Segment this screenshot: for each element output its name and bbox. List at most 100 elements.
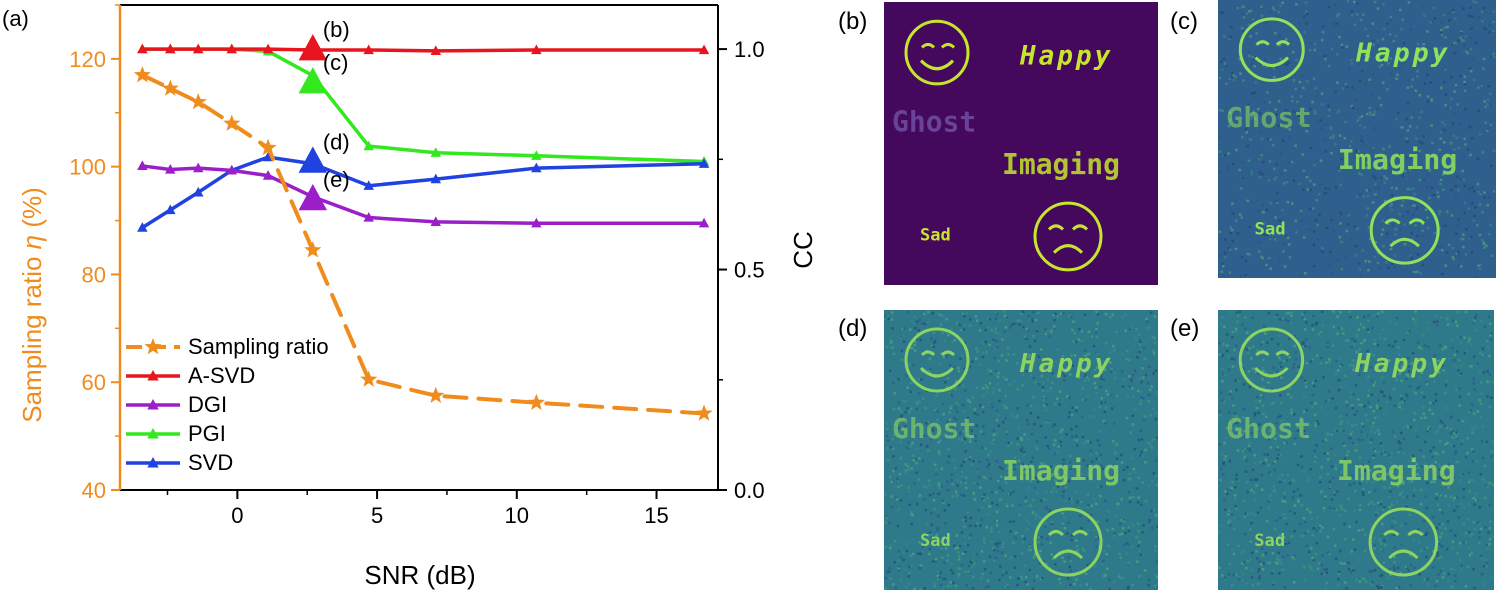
noise-pixel bbox=[994, 327, 997, 330]
noise-pixel bbox=[1444, 527, 1447, 530]
noise-pixel bbox=[1308, 48, 1312, 52]
noise-pixel bbox=[1116, 502, 1119, 506]
noise-pixel bbox=[957, 555, 961, 558]
noise-pixel bbox=[1129, 478, 1132, 481]
noise-pixel bbox=[1479, 472, 1483, 476]
noise-pixel bbox=[1489, 455, 1493, 458]
noise-pixel bbox=[1383, 337, 1386, 341]
noise-pixel bbox=[932, 499, 936, 502]
noise-pixel bbox=[1246, 199, 1249, 203]
noise-pixel bbox=[1360, 474, 1364, 478]
noise-pixel bbox=[1327, 399, 1331, 402]
noise-pixel bbox=[1299, 209, 1303, 213]
noise-pixel bbox=[1083, 368, 1087, 371]
noise-pixel bbox=[1393, 404, 1397, 407]
noise-pixel bbox=[1268, 10, 1272, 14]
noise-pixel bbox=[1286, 474, 1290, 477]
noise-pixel bbox=[1358, 580, 1362, 583]
noise-pixel bbox=[1325, 226, 1329, 230]
noise-pixel bbox=[973, 412, 977, 415]
noise-pixel bbox=[1288, 337, 1291, 341]
noise-pixel bbox=[1325, 581, 1328, 585]
noise-pixel bbox=[1046, 389, 1049, 393]
noise-pixel bbox=[1480, 84, 1484, 88]
noise-pixel bbox=[1462, 522, 1465, 525]
noise-pixel bbox=[1005, 430, 1009, 434]
noise-pixel bbox=[1456, 175, 1459, 178]
noise-pixel bbox=[1049, 541, 1052, 545]
noise-pixel bbox=[1154, 411, 1157, 414]
noise-pixel bbox=[1441, 450, 1445, 454]
noise-pixel bbox=[1046, 507, 1049, 510]
noise-pixel bbox=[963, 438, 966, 441]
noise-pixel bbox=[1240, 255, 1244, 259]
noise-pixel bbox=[1422, 463, 1425, 466]
noise-pixel bbox=[1489, 520, 1492, 523]
noise-pixel bbox=[962, 518, 965, 522]
noise-pixel bbox=[1034, 318, 1038, 322]
noise-pixel bbox=[885, 570, 889, 573]
noise-pixel bbox=[1314, 552, 1318, 556]
noise-pixel bbox=[1422, 5, 1425, 9]
noise-pixel bbox=[1287, 61, 1290, 65]
noise-pixel bbox=[1058, 577, 1061, 581]
noise-pixel bbox=[1286, 554, 1289, 557]
noise-pixel bbox=[1218, 410, 1222, 413]
noise-pixel bbox=[1453, 112, 1456, 116]
noise-pixel bbox=[894, 496, 898, 500]
noise-pixel bbox=[1263, 101, 1267, 104]
noise-pixel bbox=[1223, 576, 1227, 579]
noise-pixel bbox=[1269, 473, 1272, 476]
noise-pixel bbox=[1296, 368, 1300, 372]
noise-pixel bbox=[1449, 529, 1453, 532]
noise-pixel bbox=[1323, 452, 1326, 455]
noise-pixel bbox=[1293, 344, 1296, 348]
reconstruction-image-c: Happy Ghost Imaging Sad bbox=[1218, 0, 1496, 278]
noise-pixel bbox=[971, 565, 974, 568]
noise-pixel bbox=[988, 555, 992, 558]
noise-pixel bbox=[1265, 65, 1268, 69]
noise-pixel bbox=[1352, 568, 1355, 572]
noise-pixel bbox=[959, 481, 963, 484]
noise-pixel bbox=[996, 549, 1000, 553]
noise-pixel bbox=[1316, 515, 1319, 519]
noise-pixel bbox=[1442, 163, 1445, 166]
noise-pixel bbox=[1299, 494, 1302, 497]
noise-pixel bbox=[1351, 337, 1354, 340]
noise-pixel bbox=[1269, 446, 1273, 449]
noise-pixel bbox=[929, 437, 933, 441]
noise-pixel bbox=[1409, 255, 1412, 258]
noise-pixel bbox=[900, 414, 904, 417]
noise-pixel bbox=[1449, 431, 1453, 435]
noise-pixel bbox=[1000, 354, 1004, 357]
noise-pixel bbox=[1468, 490, 1471, 493]
noise-pixel bbox=[1408, 125, 1412, 128]
noise-pixel bbox=[1426, 226, 1430, 230]
noise-pixel bbox=[976, 470, 979, 473]
noise-pixel bbox=[1440, 28, 1443, 32]
noise-pixel bbox=[955, 494, 959, 497]
noise-pixel bbox=[1290, 396, 1293, 399]
noise-pixel bbox=[1277, 551, 1281, 554]
panel-b: (b) Happy Ghost Imaging Sad bbox=[836, 0, 1166, 290]
noise-pixel bbox=[1290, 202, 1294, 205]
noise-pixel bbox=[1457, 359, 1461, 362]
noise-pixel bbox=[1421, 334, 1425, 337]
noise-pixel bbox=[915, 320, 919, 324]
noise-pixel bbox=[1390, 451, 1394, 455]
noise-pixel bbox=[986, 390, 989, 393]
noise-pixel bbox=[1081, 547, 1085, 551]
noise-pixel bbox=[934, 339, 937, 343]
noise-pixel bbox=[1016, 362, 1019, 365]
noise-pixel bbox=[923, 485, 926, 488]
noise-pixel bbox=[1052, 364, 1055, 368]
noise-pixel bbox=[1276, 557, 1279, 561]
noise-pixel bbox=[947, 448, 950, 451]
noise-pixel bbox=[1435, 492, 1438, 496]
noise-pixel bbox=[1478, 370, 1482, 373]
noise-pixel bbox=[1311, 533, 1314, 537]
noise-pixel bbox=[1034, 476, 1037, 479]
noise-pixel bbox=[1414, 156, 1418, 160]
noise-pixel bbox=[964, 570, 967, 573]
noise-pixel bbox=[1127, 526, 1131, 529]
